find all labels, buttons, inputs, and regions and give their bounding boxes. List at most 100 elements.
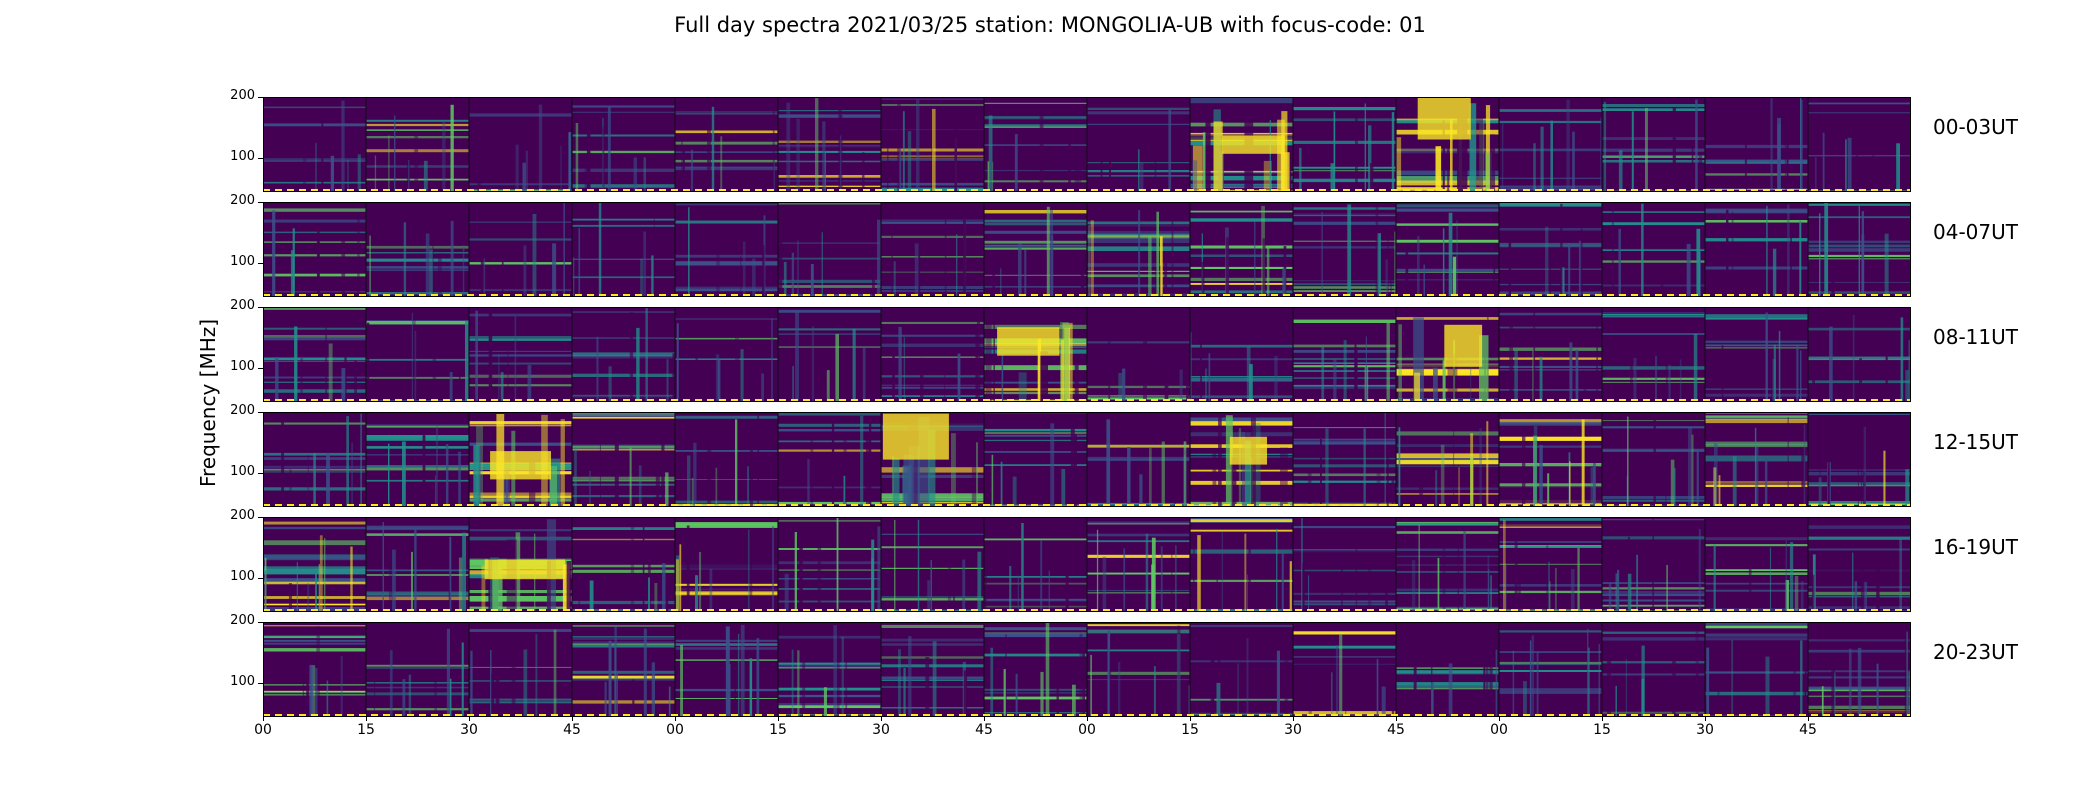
spectra-panel bbox=[263, 202, 1911, 297]
panel-frame bbox=[263, 202, 1911, 297]
spectrum-segment bbox=[1601, 517, 1705, 612]
spectrum-segment bbox=[365, 307, 469, 402]
y-tick-mark bbox=[258, 158, 263, 160]
x-tick-mark bbox=[778, 716, 779, 721]
row-time-label: 16-19UT bbox=[1933, 535, 2018, 559]
spectrum-segment bbox=[1086, 307, 1190, 402]
y-tick-mark bbox=[258, 412, 263, 413]
y-tick-label: 200 bbox=[230, 403, 255, 418]
spectrum-segment bbox=[777, 97, 881, 192]
x-tick-label: 45 bbox=[975, 722, 993, 738]
x-tick-label: 30 bbox=[1696, 722, 1714, 738]
spectrum-segment bbox=[1498, 307, 1602, 402]
spectrum-segment bbox=[777, 202, 881, 297]
y-tick-label: 100 bbox=[230, 254, 255, 270]
spectrum-segment bbox=[1292, 97, 1396, 192]
y-tick-mark bbox=[258, 683, 263, 685]
x-tick-label: 00 bbox=[666, 722, 684, 738]
y-tick-label: 100 bbox=[230, 569, 255, 585]
spectrum-segment bbox=[571, 307, 675, 402]
x-tick-label: 15 bbox=[1593, 722, 1611, 738]
spectrum-segment bbox=[777, 307, 881, 402]
spectrum-segment bbox=[1395, 622, 1499, 717]
spectra-panel bbox=[263, 517, 1911, 612]
x-tick-label: 45 bbox=[1387, 722, 1405, 738]
y-tick-mark bbox=[258, 263, 263, 265]
spectrum-segment bbox=[1498, 412, 1602, 507]
spectrum-segment bbox=[674, 307, 778, 402]
x-tick-mark bbox=[984, 716, 985, 721]
panel-frame bbox=[263, 517, 1911, 612]
spectrum-segment bbox=[983, 307, 1087, 402]
spectrum-segment bbox=[1395, 517, 1499, 612]
spectrum-segment bbox=[983, 517, 1087, 612]
spectrum-segment bbox=[1601, 412, 1705, 507]
panel-frame bbox=[263, 307, 1911, 402]
spectrum-segment bbox=[1189, 202, 1293, 297]
spectra-heatmap bbox=[263, 517, 1911, 612]
spectrum-segment bbox=[674, 412, 778, 507]
spectrum-segment bbox=[1601, 202, 1705, 297]
spectrum-segment bbox=[983, 622, 1087, 717]
spectrum-segment bbox=[468, 97, 572, 192]
spectrum-segment bbox=[365, 517, 469, 612]
spectrum-segment bbox=[1498, 622, 1602, 717]
row-time-label: 04-07UT bbox=[1933, 220, 2018, 244]
x-tick-label: 15 bbox=[769, 722, 787, 738]
x-tick-label: 30 bbox=[872, 722, 890, 738]
spectrum-segment bbox=[1292, 517, 1396, 612]
spectrum-segment bbox=[1807, 97, 1911, 192]
x-tick-label: 45 bbox=[563, 722, 581, 738]
spectrum-segment bbox=[880, 97, 984, 192]
spectra-heatmap bbox=[263, 412, 1911, 507]
spectrum-segment bbox=[1395, 97, 1499, 192]
panel-frame bbox=[263, 97, 1911, 192]
spectrum-segment bbox=[263, 625, 366, 717]
spectrum-segment bbox=[1086, 517, 1190, 612]
spectrum-segment bbox=[571, 622, 675, 717]
x-tick-mark bbox=[1293, 716, 1294, 721]
spectrum-segment bbox=[1395, 202, 1499, 297]
spectrum-segment bbox=[1704, 517, 1808, 612]
spectrum-segment bbox=[1498, 97, 1602, 192]
spectrum-segment bbox=[983, 97, 1087, 192]
x-tick-mark bbox=[1087, 716, 1088, 721]
x-tick-label: 00 bbox=[254, 722, 272, 738]
spectra-heatmap bbox=[263, 622, 1911, 717]
spectra-heatmap bbox=[263, 97, 1911, 192]
y-tick-mark bbox=[258, 517, 263, 518]
x-tick-mark bbox=[572, 716, 573, 721]
spectra-panel bbox=[263, 622, 1911, 717]
x-tick-mark bbox=[1499, 716, 1500, 721]
chart-title: Full day spectra 2021/03/25 station: MON… bbox=[674, 13, 1426, 37]
spectrum-segment bbox=[571, 202, 675, 297]
spectrum-segment bbox=[1704, 97, 1808, 192]
x-tick-label: 15 bbox=[1181, 722, 1199, 738]
spectrum-segment bbox=[880, 202, 984, 297]
spectrum-segment bbox=[1601, 307, 1705, 402]
spectrum-segment bbox=[674, 517, 778, 612]
spectrum-segment bbox=[365, 202, 469, 297]
x-tick-label: 15 bbox=[357, 722, 375, 738]
spectrum-segment bbox=[1807, 307, 1911, 402]
x-tick-mark bbox=[366, 716, 367, 721]
spectrum-segment bbox=[365, 412, 469, 507]
x-tick-mark bbox=[1602, 716, 1603, 721]
spectrum-segment bbox=[571, 412, 675, 507]
spectra-panel bbox=[263, 97, 1911, 192]
spectrum-segment bbox=[983, 202, 1087, 297]
x-tick-label: 30 bbox=[460, 722, 478, 738]
spectrum-segment bbox=[777, 412, 881, 507]
x-tick-mark bbox=[1396, 716, 1397, 721]
spectrum-segment bbox=[1807, 412, 1911, 507]
spectrum-segment bbox=[1704, 622, 1808, 717]
spectrum-segment bbox=[263, 206, 366, 297]
spectrum-segment bbox=[468, 517, 572, 612]
spectrum-segment bbox=[880, 622, 984, 717]
spectrum-segment bbox=[1189, 622, 1293, 717]
spectrum-segment bbox=[1395, 307, 1499, 402]
spectrum-segment bbox=[263, 100, 366, 192]
spectrum-segment bbox=[1086, 202, 1190, 297]
y-tick-label: 200 bbox=[230, 508, 255, 523]
spectrum-segment bbox=[1189, 307, 1293, 402]
